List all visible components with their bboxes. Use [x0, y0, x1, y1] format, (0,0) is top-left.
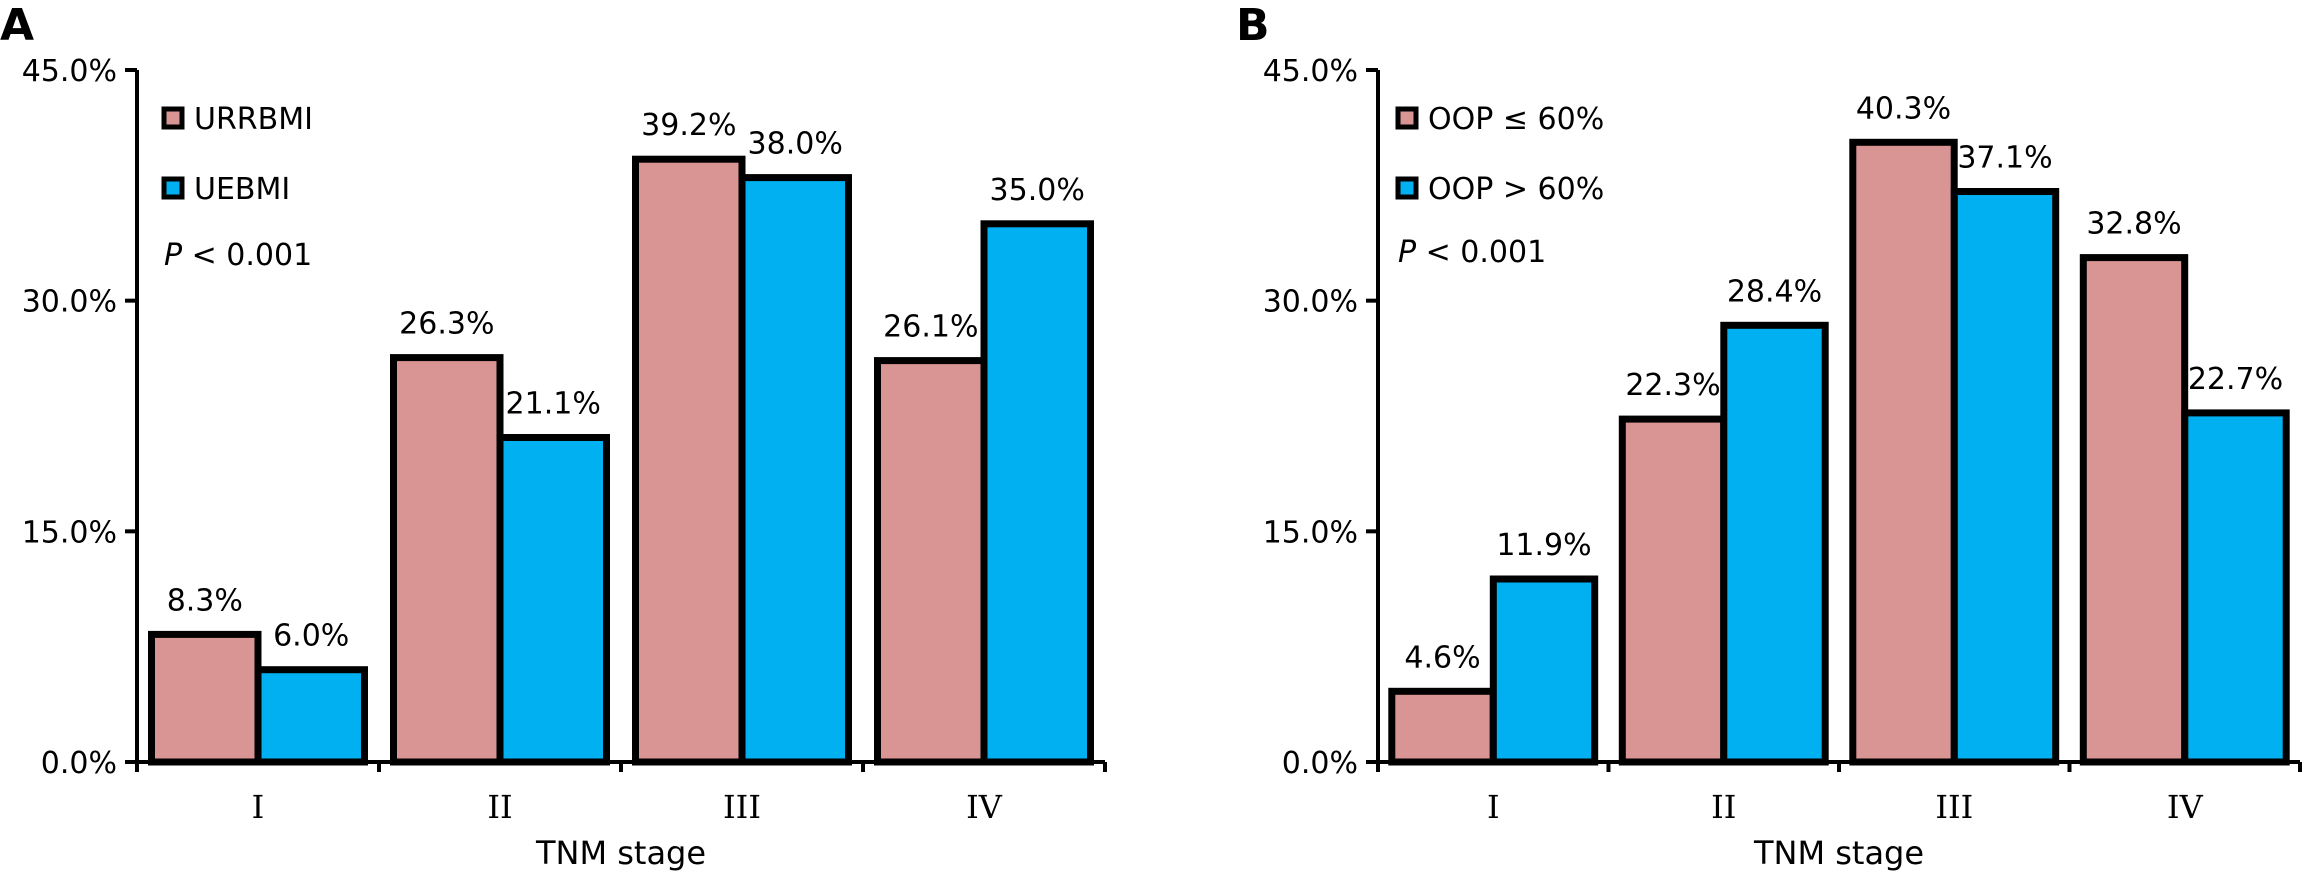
x-tick-label: II [487, 788, 512, 826]
data-label-a-s2-ii: 21.1% [506, 387, 601, 422]
p-value-annotation: P < 0.001 [164, 238, 312, 273]
panel-letter-a: A [0, 0, 34, 51]
data-label-a-s1-iv: 26.1% [883, 310, 978, 345]
y-tick-label: 30.0% [1263, 285, 1358, 320]
legend-label: UEBMI [194, 172, 290, 207]
bar-a-s2-iii [738, 174, 852, 766]
y-tick-label: 30.0% [22, 285, 117, 320]
legend-label: OOP ≤ 60% [1428, 102, 1604, 137]
data-label-b-s1-ii: 22.3% [1625, 368, 1720, 403]
data-label-b-s1-iii: 40.3% [1856, 91, 1951, 126]
x-tick-label: I [252, 788, 265, 826]
bar-b-s1-iv [2079, 254, 2189, 766]
y-tick-label: 15.0% [22, 515, 117, 550]
legend-label: URRBMI [194, 102, 313, 137]
bar-a-s2-ii [496, 434, 610, 766]
x-axis-title: TNM stage [535, 834, 706, 872]
chart-panel-b: B 4.6% 11.9% 22.3% 28.4% 40.3%37.1% 32.8% 22.7… [1236, 0, 2302, 872]
x-tick-label: II [1711, 788, 1736, 826]
bar-b-s1-i [1388, 687, 1497, 766]
bar-a-s1-iii [632, 155, 746, 766]
bar-a-s2-i [254, 666, 368, 766]
chart-panel-a: A 8.3% 6.0% 26.3% 21.1% 39.2% 38.0% 26.1% 35.0%… [0, 0, 1107, 872]
data-label-a-s2-i: 6.0% [273, 619, 349, 654]
bar-a-s1-i [148, 630, 262, 766]
bar-a-s1-iv [874, 357, 988, 766]
x-tick-label: III [723, 788, 761, 826]
x-tick-label: III [1935, 788, 1973, 826]
p-value-annotation: P < 0.001 [1398, 235, 1546, 270]
bar-b-s1-iii [1849, 138, 1958, 766]
data-label-a-s2-iv: 35.0% [990, 173, 1085, 208]
data-label-b-s1-i: 4.6% [1404, 640, 1480, 675]
bar-a-s1-ii [390, 354, 504, 766]
x-tick-label: IV [966, 788, 1003, 826]
data-label-a-s2-iii: 38.0% [748, 127, 843, 162]
bar-b-s2-ii [1720, 321, 1829, 766]
data-label-a-s1-iii: 39.2% [641, 108, 736, 143]
y-tick-label: 45.0% [1263, 54, 1358, 89]
bar-b-s1-ii [1618, 415, 1728, 766]
data-label-b-s2-iv: 22.7% [2188, 362, 2283, 397]
data-label-b-s1-iv: 32.8% [2086, 207, 2181, 242]
data-label-b-s2-ii: 28.4% [1727, 274, 1822, 309]
legend-swatch [161, 106, 185, 130]
x-axis-title: TNM stage [1753, 834, 1924, 872]
legend-swatch [1395, 106, 1419, 130]
x-tick-label: IV [2167, 788, 2204, 826]
legend-swatch [1395, 176, 1419, 200]
y-tick-label: 15.0% [1263, 515, 1358, 550]
y-tick-label: 45.0% [22, 54, 117, 89]
legend-label: OOP > 60% [1428, 172, 1604, 207]
bar-b-s2-iv [2181, 409, 2290, 766]
bar-b-s2-i [1489, 575, 1599, 766]
data-label-a-s1-ii: 26.3% [399, 307, 494, 342]
y-tick-label: 0.0% [41, 746, 117, 781]
panel-letter-b: B [1236, 0, 1270, 51]
bar-b-s2-iii [1950, 188, 2060, 766]
legend-swatch [161, 176, 185, 200]
data-label-a-s1-i: 8.3% [167, 583, 243, 618]
bar-a-s2-iv [980, 220, 1094, 766]
x-tick-label: I [1487, 788, 1500, 826]
data-label-b-s2-i: 11.9% [1496, 528, 1591, 563]
y-tick-label: 0.0% [1282, 746, 1358, 781]
data-label-b-s2-iii: 37.1% [1957, 141, 2052, 176]
